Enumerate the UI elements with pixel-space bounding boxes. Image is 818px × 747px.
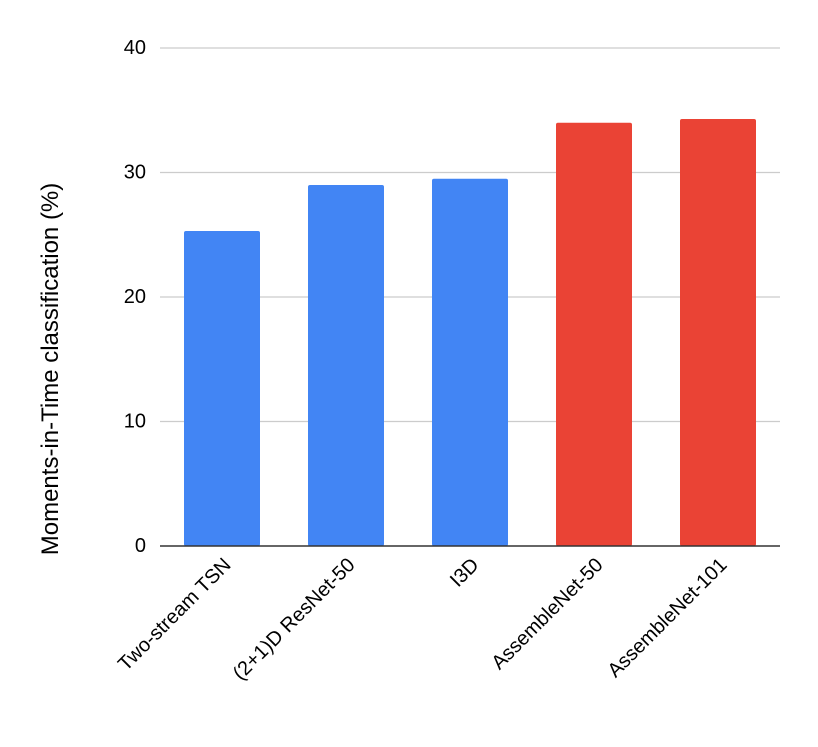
x-tick-label: I3D: [446, 554, 484, 592]
bar-2: [308, 184, 384, 546]
bars: [184, 118, 756, 546]
bar-1: [184, 231, 260, 546]
y-tick-labels: 0 10 20 30 40: [124, 37, 146, 557]
bar-3: [432, 178, 508, 546]
x-tick-labels: Two-stream TSN(2+1)D ResNet-50 I3D Assembl…: [114, 554, 731, 685]
y-axis-title: Moments-in-Time classification (%): [37, 183, 64, 556]
x-tick-label: AssembleNet-50: [487, 554, 607, 674]
y-tick-label: 40: [124, 37, 146, 59]
y-tick-label: 20: [124, 286, 146, 308]
bar-4: [556, 122, 632, 546]
x-tick-label: (2+1)D ResNet-50: [229, 554, 360, 685]
x-tick-label: Two-stream TSN: [114, 554, 235, 675]
x-tick-label: AssembleNet-101: [604, 554, 732, 682]
bar-5: [680, 118, 756, 546]
y-tick-label: 30: [124, 162, 146, 184]
y-tick-label: 0: [135, 535, 146, 557]
y-tick-label: 10: [124, 411, 146, 433]
